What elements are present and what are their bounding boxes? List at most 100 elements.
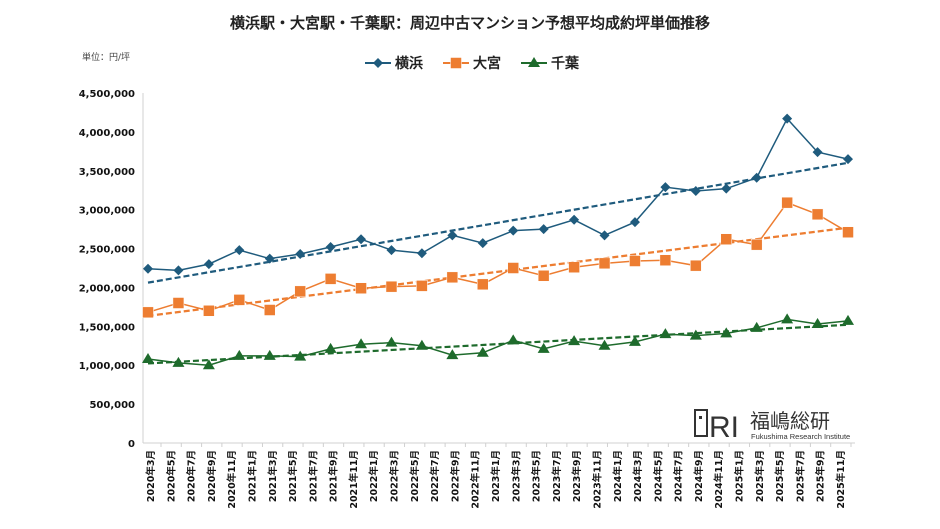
legend-marker [373,58,383,68]
data-point [689,329,702,340]
data-point [477,238,488,249]
data-point [476,346,489,357]
x-tick-label: 2025年9月 [815,450,827,502]
data-point [447,230,458,241]
x-tick-label: 2024年9月 [693,450,705,502]
series-diamond [143,113,853,276]
series-square [142,196,854,319]
data-point [416,280,428,292]
data-point [415,339,428,350]
data-point [385,336,398,347]
data-point [142,353,154,363]
chart-title: 横浜駅・大宮駅・千葉駅：周辺中古マンション予想平均成約坪単価推移 [230,14,710,32]
data-point [690,186,701,196]
data-point [538,224,549,235]
x-tick-label: 2025年5月 [774,450,786,502]
data-point [659,328,672,339]
data-point [234,245,245,256]
legend-marker [450,57,462,69]
data-point [721,183,732,194]
data-point [659,254,672,266]
data-point [416,248,427,259]
x-tick-label: 2020年3月 [145,450,157,502]
legend-marker [528,57,540,67]
data-point [202,359,215,370]
data-point [295,249,306,259]
data-point [628,335,641,346]
data-point [508,225,519,236]
data-point [750,321,763,332]
y-tick-label: 4,000,000 [79,128,135,139]
series-group [142,113,854,370]
data-point [720,327,733,338]
data-point [811,208,824,221]
x-tick-label: 2025年11月 [835,450,847,509]
x-tick-label: 2025年7月 [794,450,806,502]
x-tick-label: 2022年5月 [409,450,421,502]
data-point [629,217,640,228]
x-tick-label: 2024年5月 [652,450,664,502]
series-triangle [142,313,854,370]
x-tick-label: 2024年11月 [713,450,725,509]
axes: 0 500,000 1,000,000 1,500,000 2,000,000 2,500… [79,89,855,509]
y-tick-label: 1,000,000 [79,361,135,372]
data-point [537,270,550,282]
data-point [294,350,307,361]
data-point [294,285,306,298]
data-point [173,265,184,276]
data-point [143,263,153,274]
x-tick-label: 2023年11月 [591,450,603,509]
trendline [147,161,849,284]
data-point [355,338,368,349]
data-point [690,259,702,272]
y-tick-label: 2,000,000 [79,283,135,294]
unit-label: 単位：円/坪 [82,51,130,63]
x-tick-label: 2020年7月 [186,450,198,502]
data-point [324,342,337,353]
x-tick-label: 2021年7月 [307,450,319,502]
trendline [147,226,849,317]
series-line [147,201,849,314]
x-tick-label: 2025年3月 [754,450,766,502]
data-point [569,214,580,225]
legend-label: 大宮 [473,55,501,72]
legend: 横浜 大宮 千葉 [365,55,580,72]
data-point [325,242,336,252]
data-point [720,233,733,245]
trendlines [147,161,849,365]
data-point [263,304,276,316]
data-point [203,305,215,317]
data-point [172,356,185,367]
x-tick-label: 2021年9月 [328,450,340,502]
logo-name-jp: 福嶋総研 [750,409,830,433]
data-point [537,342,550,353]
data-point [477,278,489,291]
y-tick-label: 3,500,000 [79,167,135,178]
data-point [842,226,854,238]
legend-label: 横浜 [395,55,423,72]
x-tick-label: 2023年3月 [510,450,522,502]
legend-label: 千葉 [551,55,580,72]
data-point [385,280,398,293]
x-tick-label: 2023年7月 [551,450,563,502]
y-tick-label: 1,500,000 [79,322,135,333]
logo-mark-box [694,409,708,437]
data-point [843,154,853,165]
logo-mark-text: RI [709,411,739,444]
x-tick-label: 2022年9月 [449,450,461,502]
y-tick-label: 500,000 [89,400,135,411]
data-point [142,306,154,319]
logo: RI 福嶋総研 Fukushima Research Institute [694,409,850,444]
data-point [446,271,459,284]
data-point [629,255,641,267]
data-point [355,282,367,294]
x-tick-label: 2022年11月 [470,450,482,509]
data-point [233,294,246,306]
data-point [781,313,794,324]
y-tick-label: 2,500,000 [79,245,135,256]
data-point [446,349,459,360]
series-line [147,117,849,272]
series-line [147,318,849,366]
x-tick-label: 2021年11月 [348,450,360,509]
